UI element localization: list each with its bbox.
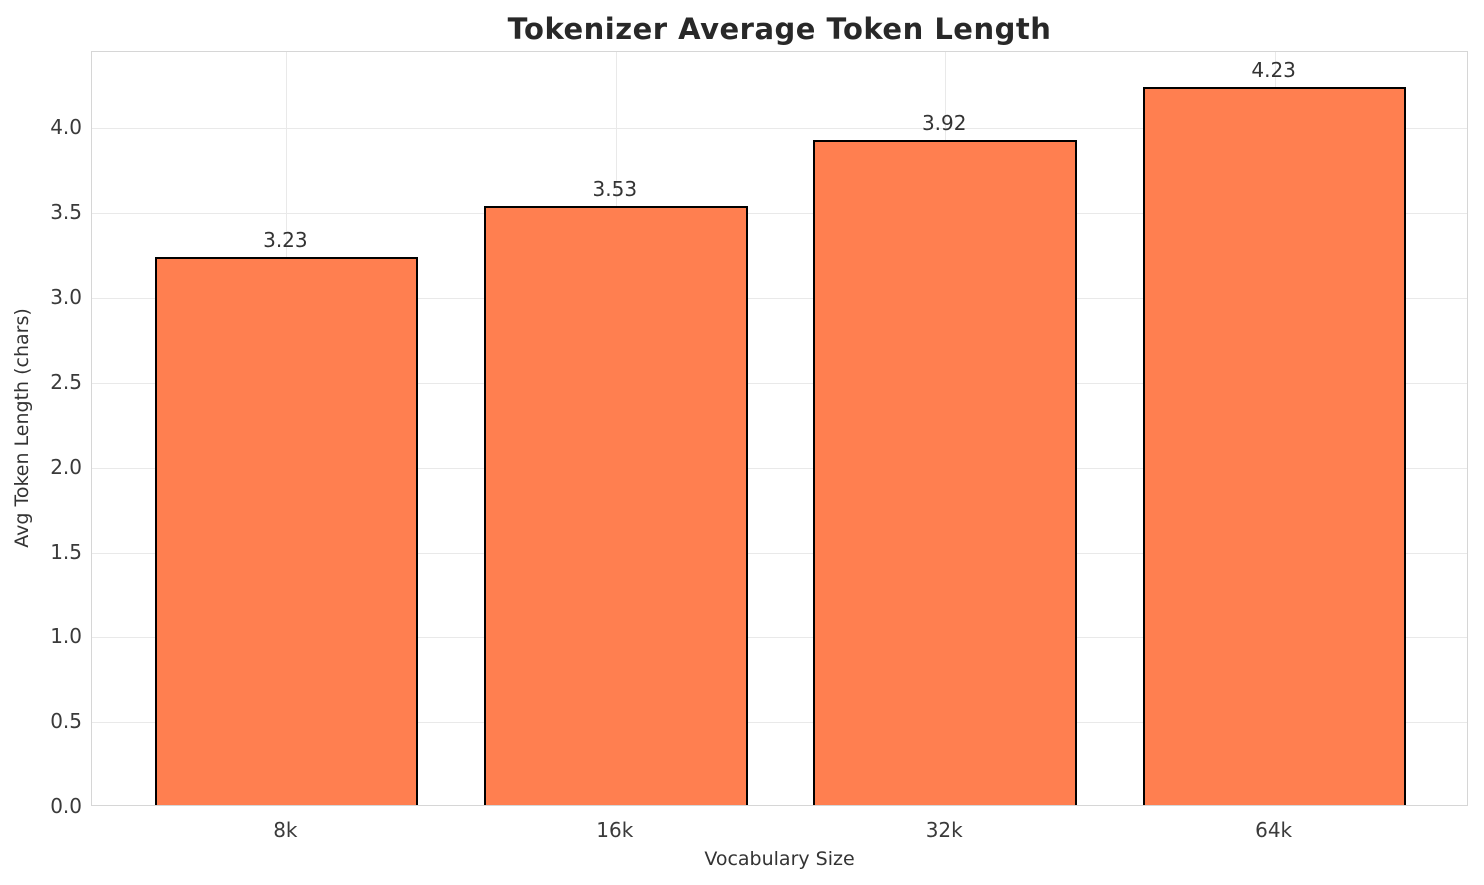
gridline-horizontal xyxy=(92,552,1467,554)
bar-64k xyxy=(1142,87,1407,805)
bar-value-label: 3.92 xyxy=(921,110,967,135)
y-tick-label: 1.0 xyxy=(50,624,82,649)
x-axis-title: Vocabulary Size xyxy=(704,848,855,870)
y-tick-label: 4.0 xyxy=(50,115,82,140)
x-tick-label: 64k xyxy=(1255,818,1293,842)
gridline-horizontal xyxy=(92,128,1467,130)
chart-title: Tokenizer Average Token Length xyxy=(507,12,1052,46)
gridline-horizontal xyxy=(92,637,1467,639)
bar-8k xyxy=(154,257,419,805)
bar-value-label: 3.53 xyxy=(592,177,638,202)
y-axis-title: Avg Token Length (chars) xyxy=(11,308,33,548)
plot-area xyxy=(91,51,1468,806)
y-tick-label: 0.5 xyxy=(50,709,82,734)
bar-16k xyxy=(484,206,748,805)
y-tick-label: 1.5 xyxy=(50,539,82,564)
gridline-horizontal xyxy=(92,298,1467,299)
y-tick-label: 3.0 xyxy=(50,285,82,309)
y-tick-label: 2.0 xyxy=(50,454,82,479)
x-tick-label: 8k xyxy=(273,818,298,842)
x-tick-label: 32k xyxy=(925,818,963,842)
gridline-horizontal xyxy=(92,467,1467,469)
x-tick-label: 16k xyxy=(596,818,634,842)
y-tick-label: 0.0 xyxy=(50,794,82,818)
bar-value-label: 4.23 xyxy=(1251,58,1296,83)
bar-32k xyxy=(813,139,1077,805)
bar-value-label: 3.23 xyxy=(263,227,308,252)
y-tick-label: 2.5 xyxy=(50,369,82,394)
gridline-horizontal xyxy=(92,722,1467,724)
y-tick-label: 3.5 xyxy=(50,200,82,225)
gridline-horizontal xyxy=(92,213,1467,215)
gridline-horizontal xyxy=(92,382,1467,384)
